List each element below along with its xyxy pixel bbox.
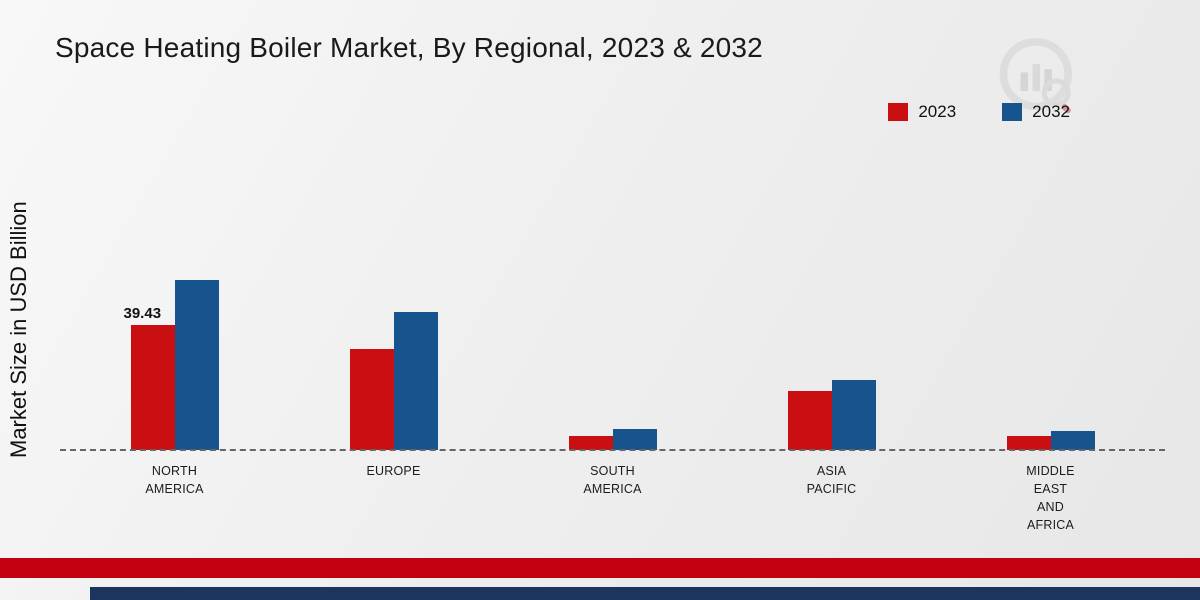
legend-swatch-2023 [888,103,909,121]
bars [568,429,657,450]
category-label-north-america: NORTH AMERICA [145,464,204,497]
bar-wrap [349,349,394,450]
bars: 39.43 [124,280,219,450]
bar-2032-middle-east-and-africa [1050,431,1095,450]
bar-wrap [612,429,657,450]
category-label-south-america: SOUTH AMERICA [583,464,642,497]
bar-group-asia-pacific: ASIA PACIFIC [787,250,876,496]
bar-wrap [787,391,832,450]
bar-value-label: 39.43 [123,305,162,322]
legend-item-2023: 2023 [888,102,956,122]
category-label-middle-east-and-africa: MIDDLE EAST AND AFRICA [1026,464,1075,533]
bar-wrap: 39.43 [124,305,175,450]
bar-wrap [568,436,613,450]
bar-group-north-america: 39.43 NORTH AMERICA [124,250,219,496]
bars [1006,431,1095,450]
bar-group-south-america: SOUTH AMERICA [568,250,657,496]
bar-wrap [831,380,876,450]
bar-group-middle-east-and-africa: MIDDLE EAST AND AFRICA [1006,250,1095,532]
legend-label-2023: 2023 [918,102,957,121]
category-label-asia-pacific: ASIA PACIFIC [806,464,857,497]
bar-2023-europe [349,349,394,450]
bar-2023-south-america [568,436,613,450]
bar-2032-north-america [174,280,219,450]
category-label-europe: EUROPE [366,464,421,478]
legend-label-2032: 2032 [1032,102,1070,121]
bar-wrap [393,312,438,450]
brand-logo [999,37,1072,114]
bars [787,380,876,450]
legend-item-2032: 2032 [1002,102,1070,122]
legend: 2023 2032 [888,102,1070,122]
footer-blue-band [90,587,1200,600]
bar-wrap [1006,436,1051,450]
bar-group-europe: EUROPE [349,250,438,478]
legend-swatch-2032 [1002,103,1023,121]
bar-2023-north-america [130,325,175,450]
y-axis-label: Market Size in USD Billion [6,201,31,459]
bar-2032-europe [393,312,438,450]
plot-area: 39.43 NORTH AMERICA EUROPE SOUTH AMERICA ASI… [65,250,1160,532]
bar-wrap [1050,431,1095,450]
x-axis-baseline [60,449,1165,451]
bar-wrap [174,280,219,450]
bar-2023-middle-east-and-africa [1006,436,1051,450]
bar-2032-south-america [612,429,657,450]
bar-2032-asia-pacific [831,380,876,450]
chart-title: Space Heating Boiler Market, By Regional… [55,32,763,63]
bar-2023-asia-pacific [787,391,832,450]
footer-red-band [0,558,1200,578]
bars [349,312,438,450]
